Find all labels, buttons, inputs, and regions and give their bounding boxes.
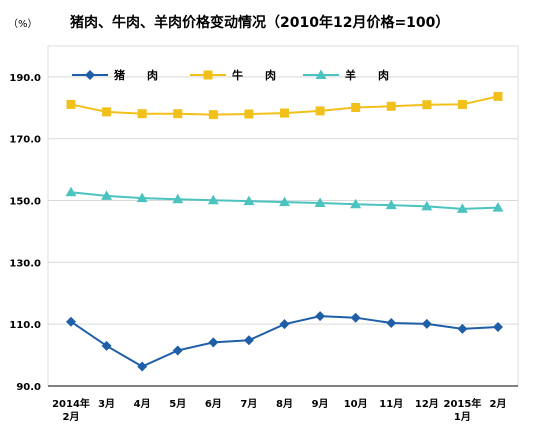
data-point	[457, 99, 467, 109]
x-tick-label: 2月	[63, 411, 80, 423]
x-tick-label: 9月	[312, 398, 329, 410]
data-point	[66, 316, 76, 327]
data-point	[456, 203, 468, 213]
data-point	[65, 186, 77, 197]
data-point	[386, 101, 396, 111]
x-tick-label: 2月	[490, 398, 507, 410]
data-point	[492, 202, 504, 212]
series-diamond	[66, 311, 503, 372]
x-tick-label: 7月	[240, 398, 257, 410]
legend-label: 羊 肉	[345, 68, 389, 82]
x-tick-label: 2014年	[52, 397, 90, 410]
data-point	[457, 323, 468, 334]
data-point	[207, 194, 219, 205]
y-axis: 90.0 110.0 130.0 150.0 170.0 190.0	[9, 73, 41, 393]
data-point	[137, 361, 148, 372]
data-point	[314, 197, 326, 208]
y-tick-label: 130.0	[9, 258, 41, 269]
x-tick-label: 3月	[98, 398, 115, 410]
data-point	[208, 337, 219, 348]
data-point	[315, 69, 327, 79]
y-tick-label: 150.0	[9, 197, 41, 208]
data-point	[421, 318, 432, 329]
y-tick-label: 170.0	[9, 135, 41, 146]
data-point	[315, 106, 325, 116]
data-point	[101, 190, 113, 200]
y-unit-label: （%）	[8, 18, 38, 30]
legend: 猪 肉牛 肉羊 肉	[72, 68, 389, 82]
data-point	[244, 109, 254, 119]
x-tick-label: 12月	[415, 398, 439, 410]
x-tick-label: 1月	[454, 411, 471, 423]
data-point	[421, 200, 433, 211]
data-point	[172, 345, 183, 356]
data-point	[350, 198, 362, 209]
data-point	[493, 321, 503, 332]
legend-label: 牛 肉	[232, 68, 276, 82]
data-point	[173, 109, 183, 119]
x-tick-label: 4月	[134, 398, 151, 410]
data-point	[385, 199, 397, 210]
x-tick-label: 2015年	[443, 397, 481, 410]
data-point	[280, 108, 289, 118]
data-point	[493, 91, 503, 101]
data-point	[101, 340, 112, 351]
y-tick-label: 110.0	[9, 320, 41, 331]
data-point	[137, 109, 147, 119]
data-point	[203, 70, 213, 80]
data-point	[172, 193, 184, 204]
series-group	[65, 91, 504, 372]
data-point	[136, 192, 148, 203]
x-tick-label: 8月	[276, 398, 293, 410]
data-point	[279, 319, 290, 330]
x-tick-label: 6月	[205, 398, 222, 410]
legend-item: 猪 肉	[72, 68, 158, 82]
data-point	[243, 335, 254, 346]
data-point	[351, 103, 361, 113]
legend-label: 猪 肉	[113, 68, 158, 82]
y-tick-label: 90.0	[16, 382, 41, 393]
x-tick-label: 10月	[344, 398, 368, 410]
data-point	[350, 312, 361, 323]
data-point	[208, 110, 218, 120]
chart-title: 猪肉、牛肉、羊肉价格变动情况（2010年12月价格=100）	[69, 14, 449, 31]
y-tick-label: 190.0	[9, 73, 41, 84]
legend-item: 牛 肉	[190, 68, 276, 82]
series-square	[66, 91, 503, 120]
data-point	[85, 70, 95, 80]
series-triangle	[65, 186, 504, 213]
data-point	[102, 107, 112, 117]
data-point	[243, 195, 255, 206]
data-point	[315, 311, 326, 322]
data-point	[422, 100, 432, 110]
data-point	[66, 99, 76, 109]
x-tick-label: 11月	[379, 398, 403, 410]
data-point	[279, 196, 290, 207]
data-point	[386, 317, 397, 328]
x-tick-label: 5月	[169, 398, 186, 410]
legend-item: 羊 肉	[303, 68, 389, 82]
